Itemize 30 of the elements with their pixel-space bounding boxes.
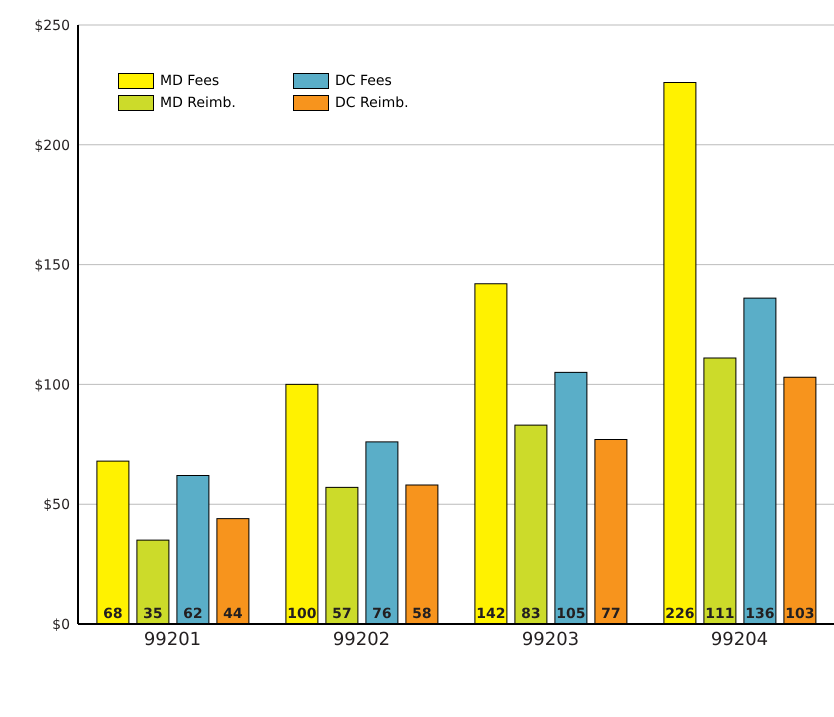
data-label: 226 <box>665 606 695 622</box>
legend-label: MD Reimb. <box>160 95 236 111</box>
x-tick-label: 99202 <box>332 628 390 650</box>
data-label: 77 <box>601 606 621 622</box>
data-label: 35 <box>143 606 163 622</box>
y-tick-label: $50 <box>43 497 70 514</box>
data-label: 44 <box>223 606 243 622</box>
x-tick-label: 99201 <box>144 628 202 650</box>
data-label: 100 <box>287 606 317 622</box>
x-tick-label: 99204 <box>710 628 768 650</box>
legend-label: MD Fees <box>160 73 220 89</box>
y-tick-label: $250 <box>34 18 70 34</box>
data-label: 111 <box>705 606 735 622</box>
data-label: 136 <box>745 606 775 622</box>
data-label: 57 <box>332 606 352 622</box>
y-tick-label: $200 <box>34 138 70 154</box>
data-label: 62 <box>183 606 203 622</box>
data-label: 103 <box>785 606 815 622</box>
data-label: 68 <box>103 606 123 622</box>
data-label: 76 <box>372 606 392 622</box>
data-label: 142 <box>476 606 506 622</box>
legend-label: DC Fees <box>335 73 392 89</box>
y-tick-label: $100 <box>34 377 70 394</box>
legend-label: DC Reimb. <box>335 95 409 111</box>
data-label: 105 <box>556 606 586 622</box>
x-tick-label: 99203 <box>522 628 580 650</box>
y-tick-label: $0 <box>52 616 70 633</box>
data-label: 83 <box>521 606 541 622</box>
data-label: 58 <box>412 606 432 622</box>
y-tick-label: $150 <box>34 258 70 274</box>
